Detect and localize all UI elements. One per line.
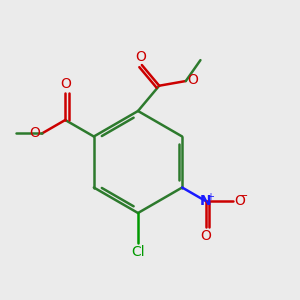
Text: N: N [200,194,212,208]
Text: O: O [200,229,211,243]
Text: O: O [29,126,40,140]
Text: O: O [135,50,146,64]
Text: O: O [188,74,199,87]
Text: O: O [60,77,71,92]
Text: Cl: Cl [131,245,145,260]
Text: −: − [239,191,248,201]
Text: +: + [206,191,214,202]
Text: O: O [234,194,245,208]
